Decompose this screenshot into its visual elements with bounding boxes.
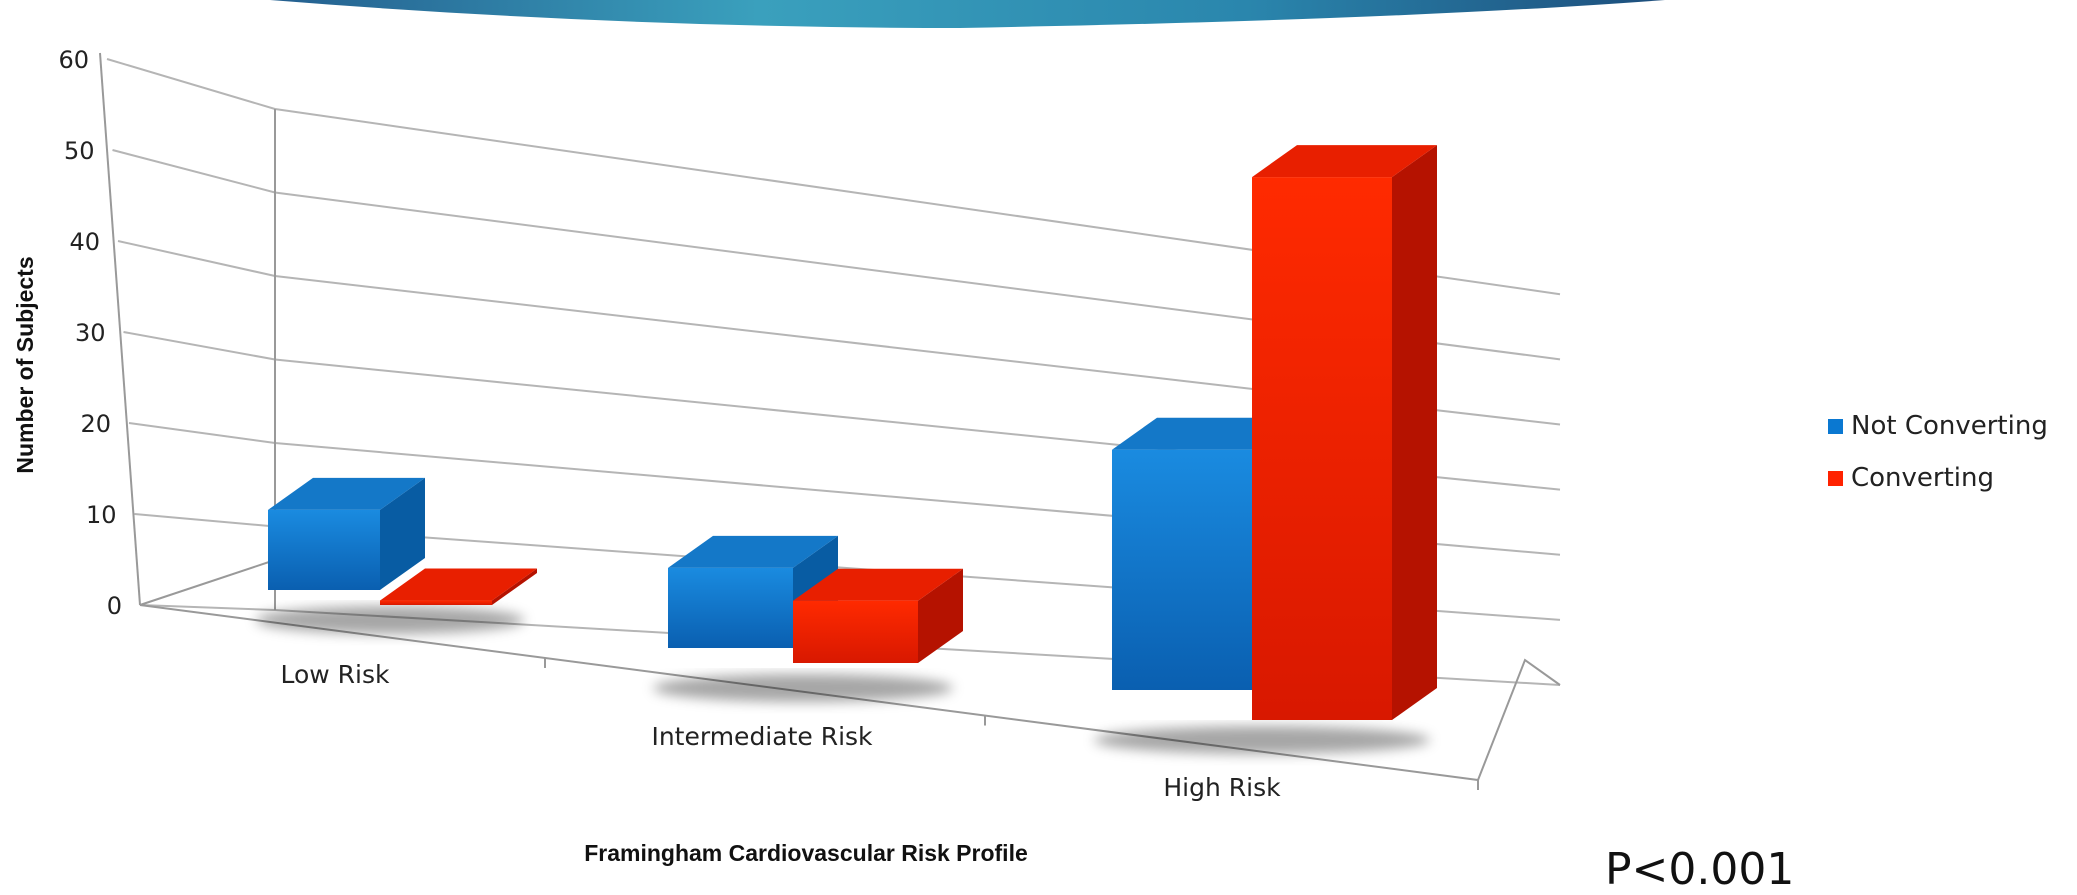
bar-shadow bbox=[255, 606, 525, 634]
bar-top bbox=[668, 535, 838, 568]
bar-converting-low-risk bbox=[380, 568, 537, 605]
y-tick-label: 50 bbox=[64, 137, 95, 165]
floor-left-edge bbox=[139, 559, 276, 606]
y-tick-label: 60 bbox=[58, 46, 89, 74]
x-category-label: Intermediate Risk bbox=[651, 722, 873, 751]
bar-top bbox=[380, 568, 537, 601]
bar-front bbox=[793, 600, 918, 663]
bar-front bbox=[268, 509, 380, 590]
bar-shadow bbox=[653, 674, 953, 702]
bar-side bbox=[492, 568, 537, 605]
bar-front bbox=[668, 567, 793, 648]
bar-not-converting-low-risk bbox=[268, 477, 425, 590]
chart-plot: 0 10 20 30 40 50 60 Low Risk Intermediate Risk Hi… bbox=[12, 46, 1561, 866]
x-category-label: Low Risk bbox=[281, 660, 391, 689]
labels: 0 10 20 30 40 50 60 Low Risk Intermediate Risk Hi… bbox=[58, 46, 1281, 802]
bar-front bbox=[1112, 449, 1252, 690]
legend-swatch-red bbox=[1828, 470, 1843, 486]
bar-side bbox=[1392, 145, 1437, 721]
legend-label: Not Converting bbox=[1851, 411, 2048, 441]
bar-side bbox=[380, 477, 425, 590]
x-axis-title: Framingham Cardiovascular Risk Profile bbox=[584, 840, 1028, 866]
y-tick-label: 0 bbox=[107, 592, 122, 620]
y-axis-line bbox=[99, 52, 141, 606]
p-value-annotation: P<0.001 bbox=[1605, 844, 1795, 895]
x-category-label: High Risk bbox=[1163, 773, 1281, 802]
bar-top bbox=[268, 477, 425, 510]
bar-side bbox=[918, 568, 963, 663]
bars bbox=[255, 145, 1437, 754]
y-tick-label: 10 bbox=[86, 501, 117, 529]
header-banner bbox=[270, 0, 1665, 28]
chart-legend: Not Converting Converting bbox=[1828, 400, 2048, 504]
bar-converting-intermediate-risk bbox=[793, 568, 963, 663]
legend-item-not-converting: Not Converting bbox=[1828, 400, 2048, 452]
bar-front bbox=[380, 600, 492, 605]
bar-converting-high-risk bbox=[1252, 145, 1437, 721]
bar-top bbox=[1252, 145, 1437, 178]
y-tick-label: 20 bbox=[80, 410, 111, 438]
bar-front bbox=[1252, 177, 1392, 721]
bar-top bbox=[793, 568, 963, 601]
y-axis-title: Number of Subjects bbox=[12, 256, 38, 473]
y-tick-label: 30 bbox=[75, 319, 106, 347]
legend-swatch-blue bbox=[1828, 418, 1843, 434]
bar-top bbox=[1112, 417, 1297, 450]
y-tick-label: 40 bbox=[69, 228, 100, 256]
legend-label: Converting bbox=[1851, 463, 1995, 493]
legend-item-converting: Converting bbox=[1828, 452, 2048, 504]
bar-shadow bbox=[1094, 726, 1430, 754]
